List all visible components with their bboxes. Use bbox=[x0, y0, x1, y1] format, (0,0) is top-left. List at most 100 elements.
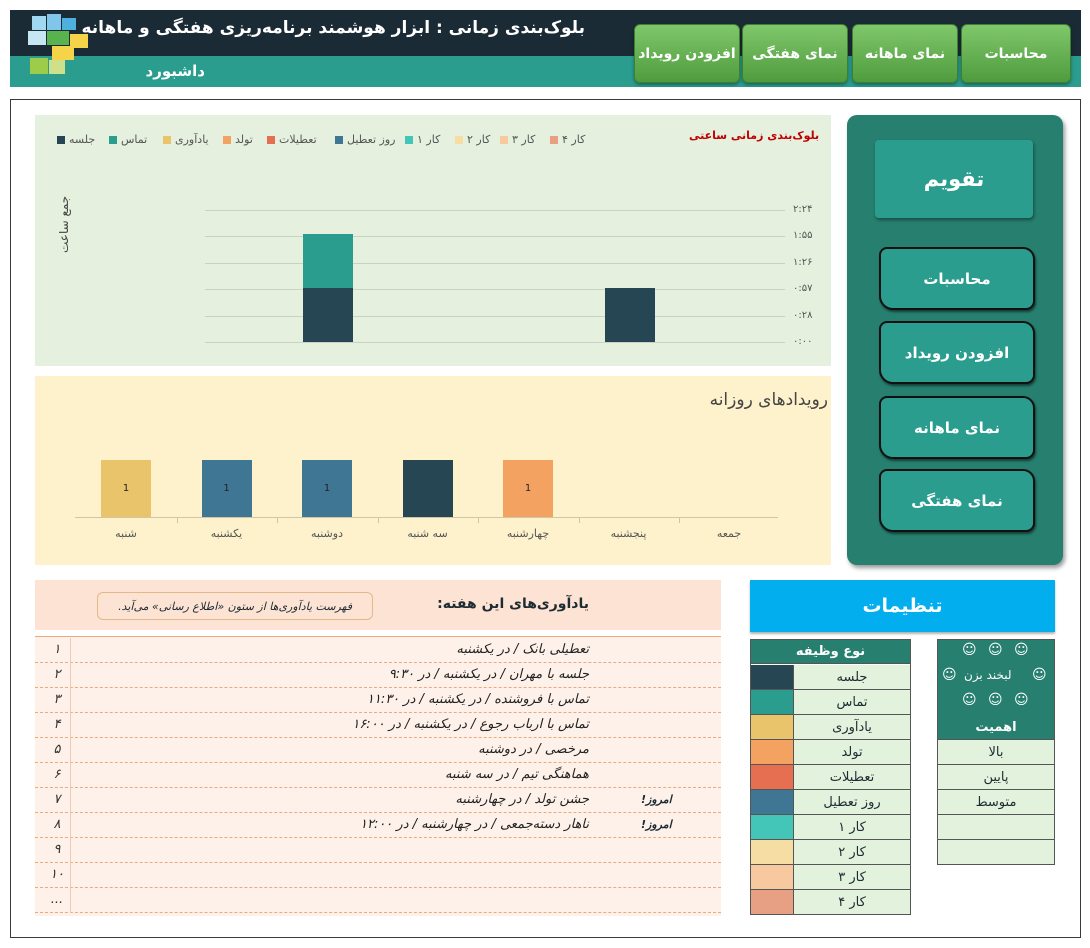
hourly-time-block-chart: بلوک‌بندی زمانی ساعتی کار ۴ کار ۳ کار ۲ کار… bbox=[35, 115, 831, 366]
daily-bar: 1 bbox=[201, 460, 252, 517]
calculations-button[interactable]: محاسبات bbox=[879, 247, 1035, 310]
y-tick-label: ۲:۲۴ bbox=[793, 203, 813, 215]
reminder-text: جشن تولد / در چهارشنبه bbox=[455, 792, 589, 807]
y-tick-label: ۰:۲۸ bbox=[793, 309, 813, 321]
task-label: کار ۱ bbox=[794, 815, 910, 839]
legend-item: کار ۴ bbox=[550, 133, 585, 146]
reminder-text: تماس با ارباب رجوع / در یکشنبه / در ۱۶:۰… bbox=[352, 717, 589, 732]
gridline bbox=[205, 315, 785, 317]
weekly-view-button[interactable]: نمای هفتگی bbox=[879, 469, 1035, 532]
page-title: بلوک‌بندی زمانی : ابزار هوشمند برنامه‌ری… bbox=[81, 18, 585, 38]
importance-row: بالا bbox=[938, 740, 1054, 765]
row-number: ۹ bbox=[53, 842, 61, 857]
task-color-swatch bbox=[751, 690, 794, 714]
task-color-swatch bbox=[751, 740, 794, 764]
legend-swatch bbox=[405, 135, 413, 144]
row-number: ۴ bbox=[53, 717, 61, 732]
y-tick-label: ۱:۵۵ bbox=[793, 230, 813, 241]
monthly-view-button[interactable]: نمای ماهانه bbox=[879, 396, 1035, 459]
smiley-panel: ☺ ☺ ☺ ☺ لبخند بزن ☺ ☺ ☺ ☺ bbox=[938, 640, 1054, 715]
row-separator bbox=[70, 863, 71, 888]
importance-row: متوسط bbox=[938, 790, 1054, 815]
task-label: تعطیلات bbox=[794, 765, 910, 789]
gridline bbox=[205, 209, 785, 211]
smiley-icon: ☺ bbox=[1032, 667, 1047, 683]
bar-264653 bbox=[605, 287, 656, 342]
task-label: کار ۳ bbox=[794, 865, 910, 889]
list-item: ۱ تعطیلی بانک / در یکشنبه bbox=[35, 638, 721, 663]
x-category-label: جمعه bbox=[716, 527, 742, 540]
legend-swatch bbox=[223, 135, 231, 144]
row-number: ۶ bbox=[53, 767, 61, 782]
legend-item: تماس bbox=[109, 133, 147, 146]
x-axis-tick bbox=[176, 517, 178, 523]
x-category-label: پنجشنبه bbox=[610, 527, 647, 540]
x-category-label: شنبه bbox=[115, 527, 137, 540]
task-row: تماس bbox=[751, 690, 910, 715]
task-row: کار ۴ bbox=[751, 890, 910, 915]
calendar-button[interactable]: تقویم bbox=[875, 140, 1033, 218]
reminder-text: ناهار دسته‌جمعی / در چهارشنبه / در ۱۲:۰۰ bbox=[359, 817, 589, 832]
row-number: ۸ bbox=[53, 817, 61, 832]
bar-data-label: 1 bbox=[524, 483, 532, 494]
legend-item: روز تعطیل bbox=[335, 133, 395, 146]
legend-label: کار ۳ bbox=[512, 133, 536, 146]
nav-monthly-view-button[interactable]: نمای ماهانه bbox=[852, 24, 958, 83]
task-row: جلسه bbox=[751, 665, 910, 690]
smiley-icon: ☺ bbox=[1014, 692, 1029, 708]
chart-title: رویدادهای روزانه bbox=[709, 390, 828, 410]
list-item: ۹ bbox=[35, 838, 721, 863]
list-item: ... bbox=[35, 888, 721, 913]
legend-label: جلسه bbox=[69, 133, 96, 146]
app-header: بلوک‌بندی زمانی : ابزار هوشمند برنامه‌ری… bbox=[10, 10, 1081, 87]
daily-bar: 1 bbox=[101, 460, 151, 517]
x-axis-tick bbox=[578, 517, 580, 523]
task-label: تماس bbox=[794, 690, 910, 714]
row-number: ۲ bbox=[53, 667, 61, 682]
reminder-text: مرخصی / در دوشنبه bbox=[478, 742, 589, 757]
page-subtitle: داشبورد bbox=[145, 62, 205, 80]
legend-label: تعطیلات bbox=[279, 133, 317, 146]
nav-weekly-view-button[interactable]: نمای هفتگی bbox=[742, 24, 848, 83]
importance-row bbox=[938, 815, 1054, 840]
x-category-label: یکشنبه bbox=[210, 527, 243, 540]
list-item: ۷ جشن تولد / در چهارشنبه امروز! bbox=[35, 788, 721, 813]
task-row: کار ۲ bbox=[751, 840, 910, 865]
legend-label: کار ۲ bbox=[467, 133, 491, 146]
daily-bar: 1 bbox=[503, 460, 553, 517]
nav-add-event-button[interactable]: افزودن رویداد bbox=[634, 24, 740, 83]
reminders-title: یادآوری‌های این هفته: bbox=[437, 596, 589, 612]
row-number: ۳ bbox=[53, 692, 61, 707]
task-row: تولد bbox=[751, 740, 910, 765]
bar-data-label: 1 bbox=[122, 483, 130, 494]
chart-title: بلوک‌بندی زمانی ساعتی bbox=[689, 129, 820, 142]
reminder-text: هماهنگی تیم / در سه شنبه bbox=[445, 767, 589, 782]
row-separator bbox=[70, 788, 71, 813]
nav-calculations-button[interactable]: محاسبات bbox=[961, 24, 1071, 83]
list-item: ۴ تماس با ارباب رجوع / در یکشنبه / در ۱۶:… bbox=[35, 713, 721, 738]
list-item: ۱۰ bbox=[35, 863, 721, 888]
smile-text: لبخند بزن bbox=[964, 668, 1012, 682]
sidebar-panel: تقویم محاسبات افزودن رویداد نمای ماهانه … bbox=[847, 115, 1063, 565]
legend-item: یادآوری bbox=[163, 133, 209, 146]
list-item: ۵ مرخصی / در دوشنبه bbox=[35, 738, 721, 763]
task-row: کار ۱ bbox=[751, 815, 910, 840]
importance-row bbox=[938, 840, 1054, 865]
row-number: ۷ bbox=[53, 792, 61, 807]
bar-data-label: 1 bbox=[323, 483, 331, 494]
add-event-button[interactable]: افزودن رویداد bbox=[879, 321, 1035, 384]
legend-item: جلسه bbox=[57, 133, 95, 146]
y-tick-label: ۰:۰۰ bbox=[793, 336, 813, 347]
y-tick-label: ۰:۵۷ bbox=[793, 283, 813, 294]
legend-swatch bbox=[163, 135, 171, 144]
x-axis-tick bbox=[679, 517, 680, 523]
list-item: ۲ جلسه با مهران / در یکشنبه / در ۹:۳۰ bbox=[35, 663, 721, 688]
task-color-swatch bbox=[751, 840, 794, 864]
legend-item: کار ۱ bbox=[405, 133, 440, 146]
legend-swatch bbox=[500, 135, 508, 144]
importance-table: ☺ ☺ ☺ ☺ لبخند بزن ☺ ☺ ☺ ☺ اهمیت بالا پایی… bbox=[937, 639, 1055, 865]
daily-events-chart: رویدادهای روزانه 1 شنبه 1 یکشنبه 1 دوشنبه سه ش… bbox=[35, 376, 831, 565]
x-axis-tick bbox=[377, 517, 379, 523]
reminder-text: تعطیلی بانک / در یکشنبه bbox=[456, 642, 589, 657]
legend-label: یادآوری bbox=[175, 133, 209, 146]
